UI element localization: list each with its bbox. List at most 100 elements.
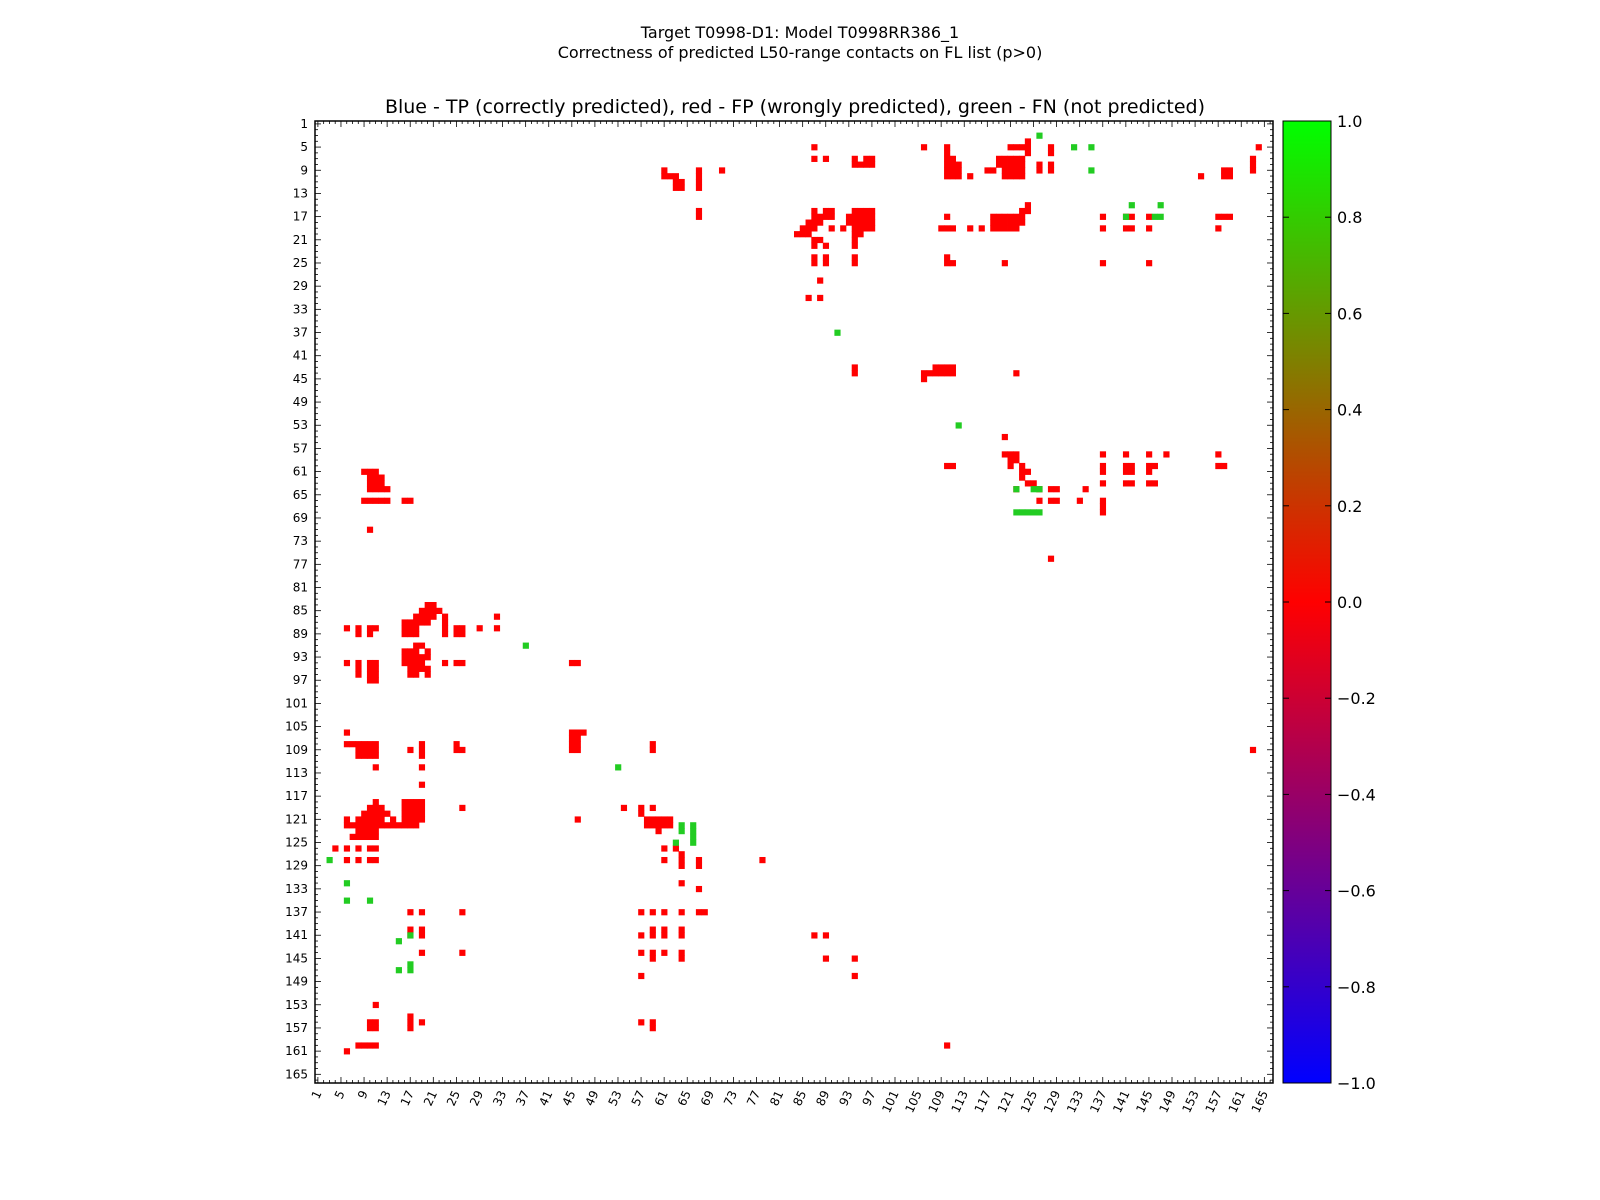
fn-cell (366, 897, 374, 904)
suptitle-line1: Target T0998-D1: Model T0998RR386_1 (640, 23, 959, 43)
fp-cell (418, 926, 426, 933)
x-tick-label: 117 (972, 1088, 994, 1115)
fp-cell (424, 607, 431, 614)
fp-cell (418, 619, 426, 626)
fp-cell (1013, 173, 1020, 180)
fp-cell (1128, 225, 1135, 232)
fp-cell (378, 474, 385, 481)
fp-cell (695, 207, 703, 215)
fp-cell (1128, 468, 1135, 475)
y-tick-label: 53 (293, 418, 308, 432)
fp-cell (361, 741, 368, 748)
fp-cell (857, 213, 864, 220)
fp-cell (1019, 468, 1026, 475)
fp-cell (355, 845, 362, 852)
fp-cell (418, 654, 426, 661)
y-tick-label: 69 (293, 511, 308, 525)
fp-cell (822, 260, 830, 267)
fp-cell (1151, 462, 1158, 470)
fp-cell (430, 607, 437, 614)
fp-cell (949, 161, 956, 168)
fp-cell (361, 828, 368, 835)
fp-cell (384, 822, 391, 829)
fn-cell (1024, 509, 1032, 516)
fp-cell (799, 225, 806, 232)
fp-cell (372, 665, 379, 672)
fp-cell (366, 822, 374, 829)
fp-cell (1221, 462, 1228, 470)
fp-cell (401, 625, 408, 632)
x-tick-label: 69 (698, 1088, 717, 1108)
y-tick-label: 117 (285, 789, 308, 803)
fp-cell (361, 468, 368, 475)
fp-cell (811, 254, 818, 261)
fp-cell (926, 370, 933, 377)
fp-cell (413, 648, 420, 655)
fp-cell (1047, 167, 1055, 174)
y-tick-label: 1 (300, 117, 308, 131)
fp-cell (361, 816, 368, 823)
colorbar-tick-label: −0.8 (1337, 978, 1376, 997)
fp-cell (822, 955, 830, 962)
fp-cell (1122, 468, 1130, 475)
x-tick-label: 45 (559, 1088, 578, 1108)
fp-cell (1249, 155, 1257, 162)
fp-cell (401, 816, 408, 823)
x-tick-label: 29 (467, 1088, 486, 1108)
fp-cell (384, 497, 391, 504)
fp-cell (649, 955, 656, 962)
fp-cell (1019, 161, 1026, 168)
fp-cell (1128, 213, 1135, 220)
fp-cell (372, 468, 379, 475)
fp-cell (695, 862, 703, 869)
fp-cell (407, 630, 414, 638)
fp-cell (649, 932, 656, 939)
fp-cell (343, 1048, 351, 1055)
fp-cell (366, 665, 374, 672)
fp-cell (638, 909, 645, 916)
fp-cell (407, 810, 414, 817)
y-tick-label: 65 (293, 488, 308, 502)
fp-cell (811, 260, 818, 267)
fp-cell (1047, 161, 1055, 168)
fp-cell (718, 167, 726, 174)
fp-cell (851, 219, 858, 226)
fp-cell (759, 856, 766, 864)
fp-cell (418, 642, 426, 649)
fp-cell (1019, 155, 1026, 162)
fp-cell (944, 149, 951, 157)
fp-cell (817, 213, 824, 220)
fp-cell (851, 364, 858, 371)
fp-cell (1122, 462, 1130, 470)
fp-cell (811, 242, 818, 249)
fp-cell (384, 810, 391, 817)
fp-cell (1146, 260, 1153, 267)
fp-cell (678, 862, 685, 869)
fp-cell (638, 972, 645, 980)
fp-cell (638, 804, 645, 812)
fp-cell (407, 497, 414, 504)
y-tick-label: 49 (293, 395, 308, 409)
fp-cell (355, 625, 362, 632)
fp-cell (869, 207, 876, 215)
fp-cell (366, 1019, 374, 1026)
fp-cell (1215, 225, 1222, 232)
fp-cell (695, 909, 703, 916)
fp-cell (407, 648, 414, 655)
fp-cell (920, 370, 928, 377)
fp-cell (1007, 144, 1014, 151)
fp-cell (695, 173, 703, 180)
fp-cell (418, 804, 426, 812)
plot-area: 1591317212529333741454953576165697377818… (285, 117, 1274, 1115)
fp-cell (407, 746, 414, 754)
fp-cell (568, 741, 576, 748)
fp-cell (1099, 213, 1107, 220)
fp-cell (580, 729, 587, 736)
fn-cell (343, 880, 351, 887)
x-tick-label: 129 (1041, 1088, 1063, 1115)
fp-cell (355, 671, 362, 678)
fp-cell (701, 909, 708, 916)
fp-cell (413, 659, 420, 667)
fp-cell (949, 155, 956, 162)
y-tick-label: 141 (285, 928, 308, 942)
